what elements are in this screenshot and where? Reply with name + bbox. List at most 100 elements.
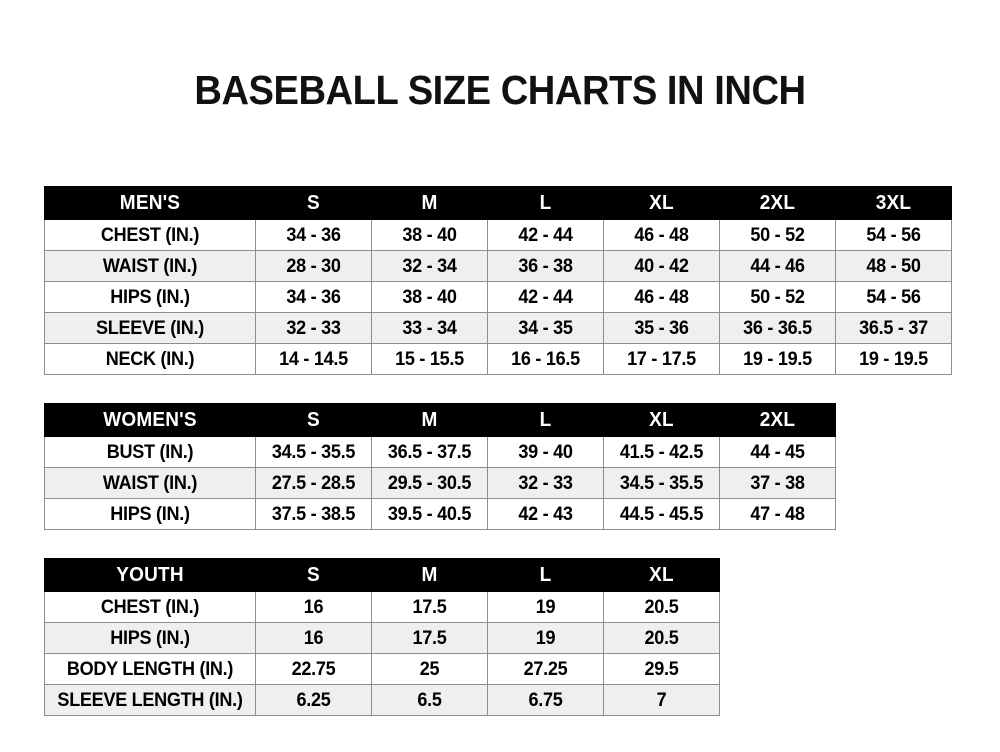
table-row: BUST (IN.) 34.5 - 35.5 36.5 - 37.5 39 - 40 4… — [44, 436, 836, 468]
measurement-cell: 22.75 — [255, 653, 372, 685]
measurement-cell: 34 - 35 — [487, 312, 604, 344]
measurement-cell: 36.5 - 37.5 — [371, 436, 488, 468]
row-label-hips-in: HIPS (IN.) — [44, 281, 256, 313]
column-header-2xl: 2XL — [719, 186, 836, 220]
measurement-cell: 48 - 50 — [835, 250, 952, 282]
column-header-xl: XL — [603, 403, 720, 437]
measurement-cell: 41.5 - 42.5 — [603, 436, 720, 468]
table-row: HIPS (IN.) 16 17.5 19 20.5 — [44, 622, 720, 654]
column-header-s: S — [255, 186, 372, 220]
measurement-cell: 28 - 30 — [255, 250, 372, 282]
measurement-cell: 27.5 - 28.5 — [255, 467, 372, 499]
measurement-cell: 34 - 36 — [255, 219, 372, 251]
measurement-cell: 17 - 17.5 — [603, 343, 720, 375]
table-row: WAIST (IN.) 27.5 - 28.5 29.5 - 30.5 32 - 33… — [44, 467, 836, 499]
row-label-waist-in: WAIST (IN.) — [44, 250, 256, 282]
table-title-youth: YOUTH — [44, 558, 256, 592]
measurement-cell: 16 — [255, 622, 372, 654]
table-row: HIPS (IN.) 37.5 - 38.5 39.5 - 40.5 42 - 43 4… — [44, 498, 836, 530]
column-header-m: M — [371, 558, 488, 592]
measurement-cell: 54 - 56 — [835, 281, 952, 313]
measurement-cell: 34.5 - 35.5 — [603, 467, 720, 499]
measurement-cell: 6.5 — [371, 684, 488, 716]
size-table-womens: WOMEN'S S M L XL 2XL BUST (IN.) 34.5 - 35.5 36.5… — [44, 403, 836, 530]
row-label-hips-in: HIPS (IN.) — [44, 498, 256, 530]
measurement-cell: 19 — [487, 591, 604, 623]
measurement-cell: 16 — [255, 591, 372, 623]
table-title-womens: WOMEN'S — [44, 403, 256, 437]
row-label-waist-in: WAIST (IN.) — [44, 467, 256, 499]
column-header-xl: XL — [603, 558, 720, 592]
table-header-row: YOUTH S M L XL — [44, 558, 720, 592]
measurement-cell: 20.5 — [603, 591, 720, 623]
measurement-cell: 17.5 — [371, 591, 488, 623]
measurement-cell: 42 - 43 — [487, 498, 604, 530]
measurement-cell: 36 - 36.5 — [719, 312, 836, 344]
measurement-cell: 14 - 14.5 — [255, 343, 372, 375]
row-label-sleeve-length-in: SLEEVE LENGTH (IN.) — [44, 684, 256, 716]
table-row: CHEST (IN.) 16 17.5 19 20.5 — [44, 591, 720, 623]
table-row: HIPS (IN.) 34 - 36 38 - 40 42 - 44 46 - 48 50… — [44, 281, 952, 313]
measurement-cell: 20.5 — [603, 622, 720, 654]
measurement-cell: 50 - 52 — [719, 281, 836, 313]
measurement-cell: 44 - 46 — [719, 250, 836, 282]
column-header-l: L — [487, 558, 604, 592]
measurement-cell: 34 - 36 — [255, 281, 372, 313]
measurement-cell: 6.25 — [255, 684, 372, 716]
table-row: SLEEVE (IN.) 32 - 33 33 - 34 34 - 35 35 - 36… — [44, 312, 952, 344]
size-tables-container: MEN'S S M L XL 2XL 3XL CHEST (IN.) 34 - 36 38 - 4… — [44, 186, 952, 716]
table-header-row: MEN'S S M L XL 2XL 3XL — [44, 186, 952, 220]
measurement-cell: 32 - 33 — [487, 467, 604, 499]
measurement-cell: 35 - 36 — [603, 312, 720, 344]
measurement-cell: 19 - 19.5 — [835, 343, 952, 375]
measurement-cell: 15 - 15.5 — [371, 343, 488, 375]
measurement-cell: 37.5 - 38.5 — [255, 498, 372, 530]
page-title: BASEBALL SIZE CHARTS IN INCH — [194, 67, 806, 113]
row-label-sleeve-in: SLEEVE (IN.) — [44, 312, 256, 344]
measurement-cell: 16 - 16.5 — [487, 343, 604, 375]
measurement-cell: 36 - 38 — [487, 250, 604, 282]
table-row: BODY LENGTH (IN.) 22.75 25 27.25 29.5 — [44, 653, 720, 685]
measurement-cell: 7 — [603, 684, 720, 716]
measurement-cell: 19 — [487, 622, 604, 654]
measurement-cell: 39.5 - 40.5 — [371, 498, 488, 530]
measurement-cell: 29.5 — [603, 653, 720, 685]
measurement-cell: 38 - 40 — [371, 219, 488, 251]
column-header-l: L — [487, 186, 604, 220]
measurement-cell: 27.25 — [487, 653, 604, 685]
measurement-cell: 50 - 52 — [719, 219, 836, 251]
column-header-m: M — [371, 403, 488, 437]
measurement-cell: 32 - 34 — [371, 250, 488, 282]
table-row: SLEEVE LENGTH (IN.) 6.25 6.5 6.75 7 — [44, 684, 720, 716]
measurement-cell: 46 - 48 — [603, 281, 720, 313]
column-header-2xl: 2XL — [719, 403, 836, 437]
table-row: WAIST (IN.) 28 - 30 32 - 34 36 - 38 40 - 42 4… — [44, 250, 952, 282]
measurement-cell: 44 - 45 — [719, 436, 836, 468]
row-label-chest-in: CHEST (IN.) — [44, 591, 256, 623]
column-header-s: S — [255, 558, 372, 592]
measurement-cell: 6.75 — [487, 684, 604, 716]
measurement-cell: 33 - 34 — [371, 312, 488, 344]
size-table-mens: MEN'S S M L XL 2XL 3XL CHEST (IN.) 34 - 36 38 - 4… — [44, 186, 952, 375]
size-table-youth: YOUTH S M L XL CHEST (IN.) 16 17.5 19 20.5 HIPS (I… — [44, 558, 720, 716]
table-header-row: WOMEN'S S M L XL 2XL — [44, 403, 836, 437]
table-row: CHEST (IN.) 34 - 36 38 - 40 42 - 44 46 - 48 5… — [44, 219, 952, 251]
measurement-cell: 42 - 44 — [487, 281, 604, 313]
measurement-cell: 32 - 33 — [255, 312, 372, 344]
column-header-3xl: 3XL — [835, 186, 952, 220]
measurement-cell: 47 - 48 — [719, 498, 836, 530]
measurement-cell: 17.5 — [371, 622, 488, 654]
row-label-hips-in: HIPS (IN.) — [44, 622, 256, 654]
measurement-cell: 29.5 - 30.5 — [371, 467, 488, 499]
measurement-cell: 38 - 40 — [371, 281, 488, 313]
measurement-cell: 39 - 40 — [487, 436, 604, 468]
table-row: NECK (IN.) 14 - 14.5 15 - 15.5 16 - 16.5 17 … — [44, 343, 952, 375]
measurement-cell: 46 - 48 — [603, 219, 720, 251]
measurement-cell: 44.5 - 45.5 — [603, 498, 720, 530]
column-header-m: M — [371, 186, 488, 220]
row-label-bust-in: BUST (IN.) — [44, 436, 256, 468]
measurement-cell: 34.5 - 35.5 — [255, 436, 372, 468]
row-label-neck-in: NECK (IN.) — [44, 343, 256, 375]
column-header-xl: XL — [603, 186, 720, 220]
